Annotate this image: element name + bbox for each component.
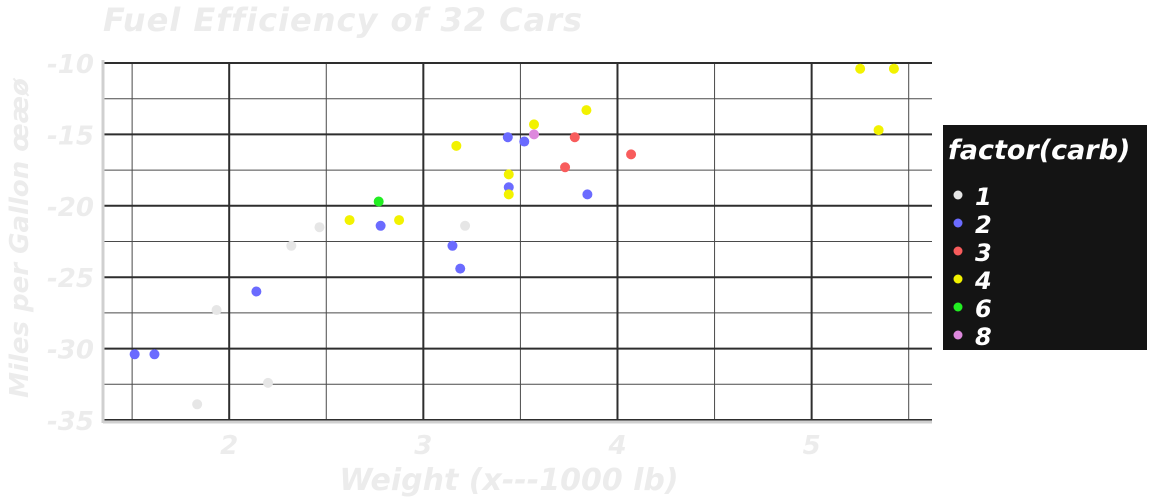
legend-label: 2 bbox=[975, 211, 992, 239]
data-point bbox=[460, 220, 471, 231]
data-point bbox=[394, 215, 405, 226]
data-point bbox=[582, 189, 593, 200]
data-point bbox=[455, 263, 466, 274]
chart-title: Fuel Efficiency of 32 Cars bbox=[103, 1, 584, 39]
legend-label: 8 bbox=[975, 323, 992, 351]
y-tick-label: -35 bbox=[47, 407, 94, 437]
data-point bbox=[314, 222, 325, 233]
data-point bbox=[451, 140, 462, 151]
y-tick-label: -20 bbox=[47, 193, 94, 223]
y-tick-label: -10 bbox=[47, 50, 94, 80]
legend-label: 4 bbox=[974, 267, 992, 295]
data-point bbox=[447, 240, 458, 251]
data-point bbox=[502, 132, 513, 143]
legend-key bbox=[953, 330, 963, 340]
grid-lines bbox=[103, 62, 932, 421]
y-tick-label: -15 bbox=[47, 121, 94, 151]
data-point bbox=[888, 63, 899, 74]
data-point bbox=[560, 162, 571, 173]
data-point bbox=[149, 349, 160, 360]
y-tick-label: -30 bbox=[47, 336, 94, 366]
data-point bbox=[519, 136, 530, 147]
legend-key bbox=[953, 218, 963, 228]
data-point bbox=[503, 169, 514, 180]
legend-label: 3 bbox=[975, 239, 992, 267]
data-point bbox=[873, 125, 884, 136]
data-point bbox=[129, 349, 140, 360]
legend-key bbox=[953, 302, 963, 312]
data-point bbox=[211, 305, 222, 316]
legend-key bbox=[953, 274, 963, 284]
legend-label: 1 bbox=[975, 183, 992, 211]
legend-key bbox=[953, 190, 963, 200]
x-tick-labels: 2 3 4 5 bbox=[220, 431, 821, 461]
x-tick-label: 2 bbox=[220, 431, 238, 461]
x-tick-label: 3 bbox=[414, 431, 432, 461]
data-point bbox=[344, 215, 355, 226]
data-points bbox=[129, 63, 899, 410]
x-tick-label: 4 bbox=[607, 431, 626, 461]
legend-label: 6 bbox=[975, 295, 992, 323]
data-point bbox=[529, 129, 540, 140]
legend-key bbox=[953, 246, 963, 256]
data-point bbox=[373, 196, 384, 207]
axes bbox=[101, 60, 932, 424]
y-tick-label: -25 bbox=[47, 264, 94, 294]
data-point bbox=[855, 63, 866, 74]
data-point bbox=[503, 182, 514, 193]
data-point bbox=[503, 189, 514, 200]
y-tick-labels: -35 -30 -25 -20 -15 -10 bbox=[47, 50, 94, 437]
data-point bbox=[581, 105, 592, 116]
legend-title: factor(carb) bbox=[948, 135, 1130, 166]
data-point bbox=[192, 399, 203, 410]
data-point bbox=[263, 377, 274, 388]
x-tick-label: 5 bbox=[803, 431, 821, 461]
data-point bbox=[251, 286, 262, 297]
x-axis-label: Weight (x---1000 lb) bbox=[339, 463, 678, 498]
data-point bbox=[286, 240, 297, 251]
data-point bbox=[626, 149, 637, 160]
legend-background bbox=[943, 125, 1147, 350]
data-point bbox=[375, 220, 386, 231]
y-axis-label: Miles per Gallon œæø bbox=[5, 77, 35, 398]
data-point bbox=[529, 119, 540, 130]
data-point bbox=[569, 132, 580, 143]
